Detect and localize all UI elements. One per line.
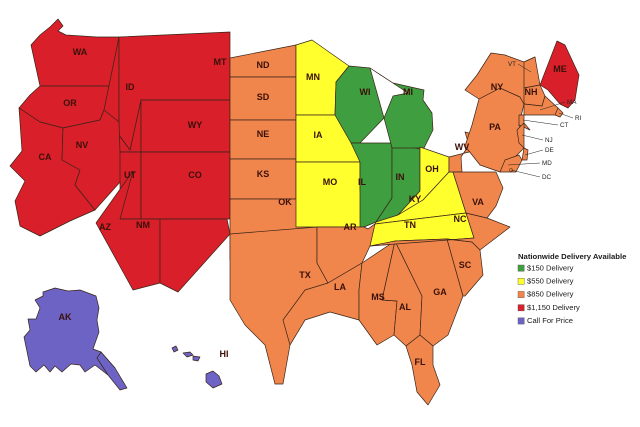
- svg-text:MD: MD: [542, 160, 552, 167]
- svg-text:CT: CT: [560, 122, 569, 129]
- svg-text:Call For Price: Call For Price: [527, 316, 573, 325]
- svg-text:RI: RI: [575, 115, 582, 122]
- svg-text:DC: DC: [542, 174, 552, 181]
- svg-text:Nationwide Delivery Available: Nationwide Delivery Available: [518, 252, 627, 261]
- svg-text:$1,150 Delivery: $1,150 Delivery: [527, 303, 580, 312]
- svg-text:$550 Delivery: $550 Delivery: [527, 277, 574, 286]
- svg-text:$850 Delivery: $850 Delivery: [527, 290, 574, 299]
- svg-text:$150 Delivery: $150 Delivery: [527, 263, 574, 272]
- svg-text:NJ: NJ: [545, 137, 553, 144]
- svg-text:DE: DE: [545, 147, 554, 154]
- svg-text:VT: VT: [508, 61, 516, 68]
- svg-text:MA: MA: [567, 99, 577, 106]
